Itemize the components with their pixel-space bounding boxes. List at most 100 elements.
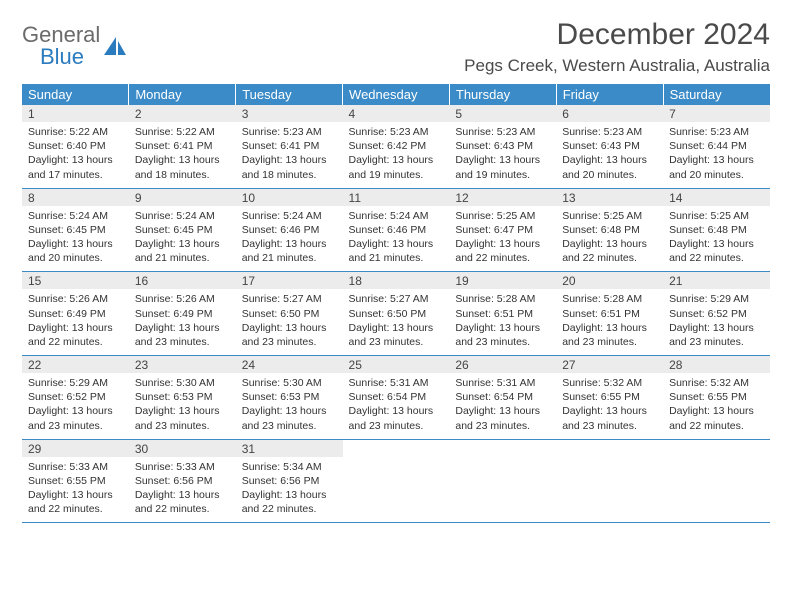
daylight-line: Daylight: 13 hours and 23 minutes. [135, 404, 230, 432]
sunrise-line: Sunrise: 5:28 AM [562, 292, 657, 306]
daylight-line: Daylight: 13 hours and 20 minutes. [562, 153, 657, 181]
sunset-line: Sunset: 6:49 PM [28, 307, 123, 321]
day-detail-row: Sunrise: 5:33 AMSunset: 6:55 PM Daylight:… [22, 457, 770, 523]
day-number-cell: 8 [22, 188, 129, 206]
day-number-cell: 13 [556, 188, 663, 206]
sunrise-line: Sunrise: 5:22 AM [135, 125, 230, 139]
day-detail-cell: Sunrise: 5:29 AMSunset: 6:52 PMDaylight:… [22, 373, 129, 439]
sunset-line: Sunset: 6:41 PM [135, 139, 230, 153]
day-number-cell: 5 [449, 105, 556, 122]
daylight-line: Daylight: 13 hours and 23 minutes. [28, 404, 123, 432]
day-detail-cell: Sunrise: 5:25 AMSunset: 6:47 PMDaylight:… [449, 206, 556, 272]
daylight-line: Daylight: 13 hours and 18 minutes. [242, 153, 337, 181]
day-detail-cell: Sunrise: 5:24 AMSunset: 6:46 PMDaylight:… [236, 206, 343, 272]
day-number-cell: 14 [663, 188, 770, 206]
daylight-line: Daylight: 13 hours and 22 minutes. [28, 321, 123, 349]
sunset-line: Sunset: 6:56 PM [135, 474, 230, 488]
day-detail-cell: Sunrise: 5:31 AMSunset: 6:54 PMDaylight:… [343, 373, 450, 439]
sunset-line: Sunset: 6:53 PM [135, 390, 230, 404]
day-number-cell: 17 [236, 272, 343, 290]
sunset-line: Sunset: 6:45 PM [135, 223, 230, 237]
day-detail-row: Sunrise: 5:29 AMSunset: 6:52 PMDaylight:… [22, 373, 770, 439]
day-detail-cell: Sunrise: 5:27 AMSunset: 6:50 PMDaylight:… [236, 289, 343, 355]
sunset-line: Sunset: 6:52 PM [28, 390, 123, 404]
daylight-line: Daylight: 13 hours and 23 minutes. [455, 321, 550, 349]
day-detail-cell: Sunrise: 5:22 AMSunset: 6:40 PMDaylight:… [22, 122, 129, 188]
day-number-cell: 3 [236, 105, 343, 122]
day-number-cell: 30 [129, 439, 236, 457]
day-detail-cell: Sunrise: 5:26 AMSunset: 6:49 PMDaylight:… [22, 289, 129, 355]
day-number-row: 15161718192021 [22, 272, 770, 290]
sunrise-line: Sunrise: 5:29 AM [669, 292, 764, 306]
day-number-cell: 18 [343, 272, 450, 290]
sunset-line: Sunset: 6:55 PM [669, 390, 764, 404]
sunset-line: Sunset: 6:42 PM [349, 139, 444, 153]
daylight-line: Daylight: 13 hours and 22 minutes. [562, 237, 657, 265]
sunrise-line: Sunrise: 5:24 AM [28, 209, 123, 223]
day-number-cell: 7 [663, 105, 770, 122]
sunset-line: Sunset: 6:45 PM [28, 223, 123, 237]
day-detail-cell: Sunrise: 5:22 AMSunset: 6:41 PMDaylight:… [129, 122, 236, 188]
day-detail-cell: Sunrise: 5:23 AMSunset: 6:43 PMDaylight:… [449, 122, 556, 188]
sunrise-line: Sunrise: 5:24 AM [349, 209, 444, 223]
sunset-line: Sunset: 6:48 PM [562, 223, 657, 237]
day-number-cell: 21 [663, 272, 770, 290]
sunset-line: Sunset: 6:51 PM [562, 307, 657, 321]
daylight-line: Daylight: 13 hours and 23 minutes. [349, 321, 444, 349]
sunrise-line: Sunrise: 5:27 AM [349, 292, 444, 306]
daylight-line: Daylight: 13 hours and 19 minutes. [349, 153, 444, 181]
day-detail-cell: Sunrise: 5:24 AMSunset: 6:46 PMDaylight:… [343, 206, 450, 272]
day-detail-cell: Sunrise: 5:33 AMSunset: 6:55 PMDaylight:… [22, 457, 129, 523]
sunrise-line: Sunrise: 5:27 AM [242, 292, 337, 306]
daylight-line: Daylight: 13 hours and 21 minutes. [135, 237, 230, 265]
day-detail-cell: Sunrise: 5:30 AMSunset: 6:53 PMDaylight:… [236, 373, 343, 439]
daylight-line: Daylight: 13 hours and 23 minutes. [669, 321, 764, 349]
day-number-cell: 10 [236, 188, 343, 206]
daylight-line: Daylight: 13 hours and 23 minutes. [455, 404, 550, 432]
daylight-line: Daylight: 13 hours and 22 minutes. [242, 488, 337, 516]
daylight-line: Daylight: 13 hours and 22 minutes. [669, 404, 764, 432]
sunrise-line: Sunrise: 5:32 AM [562, 376, 657, 390]
sunrise-line: Sunrise: 5:25 AM [455, 209, 550, 223]
day-detail-cell: Sunrise: 5:24 AMSunset: 6:45 PMDaylight:… [129, 206, 236, 272]
day-detail-cell: Sunrise: 5:23 AMSunset: 6:44 PMDaylight:… [663, 122, 770, 188]
sunrise-line: Sunrise: 5:32 AM [669, 376, 764, 390]
day-detail-cell: Sunrise: 5:33 AMSunset: 6:56 PMDaylight:… [129, 457, 236, 523]
daylight-line: Daylight: 13 hours and 23 minutes. [242, 321, 337, 349]
sunrise-line: Sunrise: 5:24 AM [135, 209, 230, 223]
sunrise-line: Sunrise: 5:34 AM [242, 460, 337, 474]
sunset-line: Sunset: 6:55 PM [28, 474, 123, 488]
day-number-cell: 9 [129, 188, 236, 206]
day-detail-cell: Sunrise: 5:28 AMSunset: 6:51 PMDaylight:… [449, 289, 556, 355]
day-detail-row: Sunrise: 5:26 AMSunset: 6:49 PMDaylight:… [22, 289, 770, 355]
sunset-line: Sunset: 6:48 PM [669, 223, 764, 237]
day-detail-cell: Sunrise: 5:31 AMSunset: 6:54 PMDaylight:… [449, 373, 556, 439]
day-number-cell: 25 [343, 356, 450, 374]
sunset-line: Sunset: 6:50 PM [242, 307, 337, 321]
day-number-cell: 22 [22, 356, 129, 374]
day-number-cell [449, 439, 556, 457]
sunset-line: Sunset: 6:56 PM [242, 474, 337, 488]
day-number-cell: 31 [236, 439, 343, 457]
header: General Blue December 2024 Pegs Creek, W… [22, 18, 770, 76]
sunrise-line: Sunrise: 5:33 AM [28, 460, 123, 474]
day-detail-cell: Sunrise: 5:23 AMSunset: 6:42 PMDaylight:… [343, 122, 450, 188]
day-number-cell: 27 [556, 356, 663, 374]
sunset-line: Sunset: 6:40 PM [28, 139, 123, 153]
title-block: December 2024 Pegs Creek, Western Austra… [464, 18, 770, 76]
sunset-line: Sunset: 6:44 PM [669, 139, 764, 153]
day-number-cell: 11 [343, 188, 450, 206]
day-number-cell [343, 439, 450, 457]
daylight-line: Daylight: 13 hours and 23 minutes. [562, 404, 657, 432]
day-number-cell: 23 [129, 356, 236, 374]
daylight-line: Daylight: 13 hours and 20 minutes. [28, 237, 123, 265]
weekday-header: Wednesday [343, 84, 450, 105]
sunrise-line: Sunrise: 5:26 AM [28, 292, 123, 306]
day-detail-cell: Sunrise: 5:28 AMSunset: 6:51 PMDaylight:… [556, 289, 663, 355]
day-number-row: 22232425262728 [22, 356, 770, 374]
weekday-header: Monday [129, 84, 236, 105]
day-detail-cell: Sunrise: 5:24 AMSunset: 6:45 PMDaylight:… [22, 206, 129, 272]
day-detail-cell [556, 457, 663, 523]
sunrise-line: Sunrise: 5:25 AM [562, 209, 657, 223]
sunset-line: Sunset: 6:55 PM [562, 390, 657, 404]
